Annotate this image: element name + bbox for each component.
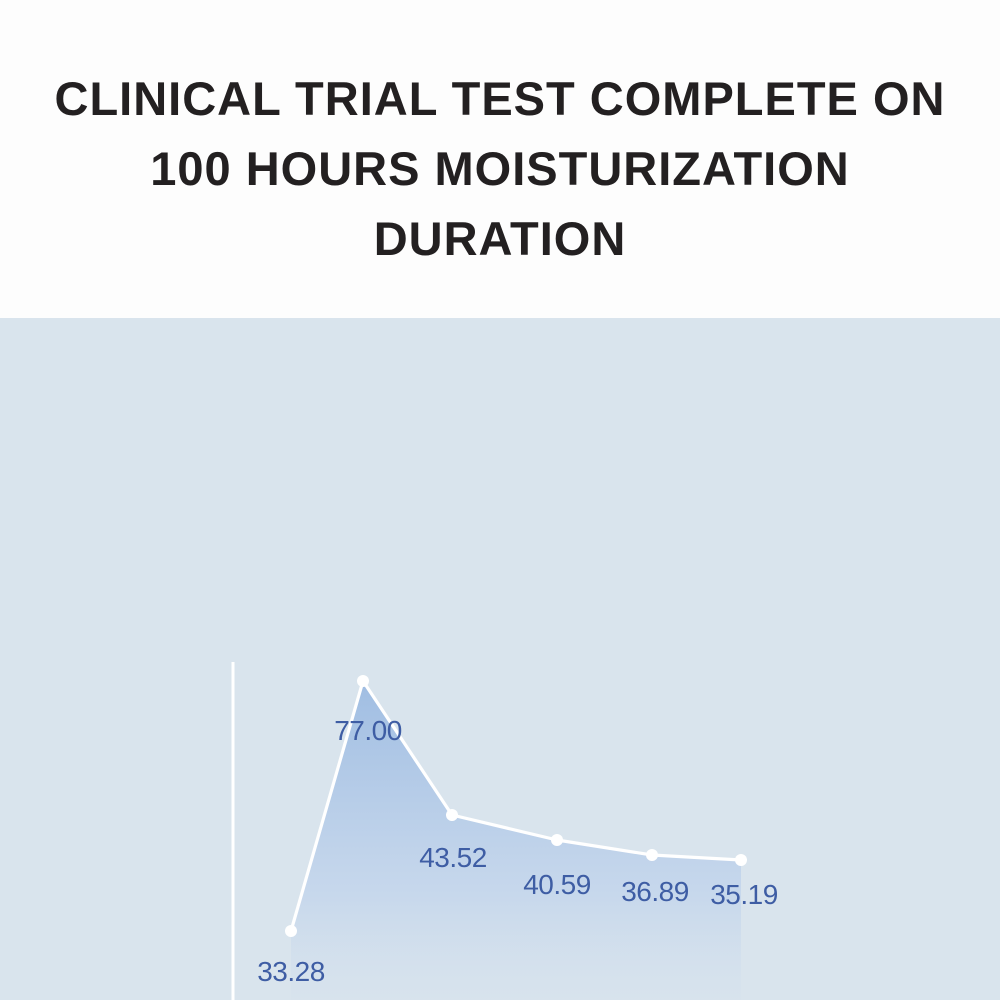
page-title-line-1: CLINICAL TRIAL TEST COMPLETE ON [54,72,946,125]
data-point-before-use [285,925,297,937]
value-label-before-use: 33.28 [257,956,325,987]
chart-canvas [231,662,747,1000]
data-point-48h [551,834,563,846]
data-point-24h [446,809,458,821]
page-title: CLINICAL TRIAL TEST COMPLETE ON 100 HOUR… [0,64,1000,274]
chart-section: 33.28 77.00 43.52 40.59 36.89 35.19 BEFO… [0,318,1000,1000]
value-label-100h: 35.19 [710,879,778,910]
value-label-after-use: 77.00 [334,715,402,746]
value-label-24h: 43.52 [419,842,487,873]
value-label-48h: 40.59 [523,869,591,900]
page-title-line-2: 100 HOURS MOISTURIZATION [150,142,850,195]
data-point-72h [646,849,658,861]
data-point-100h [735,854,747,866]
area-fill [291,681,741,1000]
value-label-72h: 36.89 [621,876,689,907]
trend-line [289,679,743,933]
data-point-after-use [357,675,369,687]
hero-section: CLINICAL TRIAL TEST COMPLETE ON 100 HOUR… [0,0,1000,318]
page-title-line-3: DURATION [373,212,627,265]
moisture-area-chart: 33.28 77.00 43.52 40.59 36.89 35.19 BEFO… [0,318,1000,1000]
